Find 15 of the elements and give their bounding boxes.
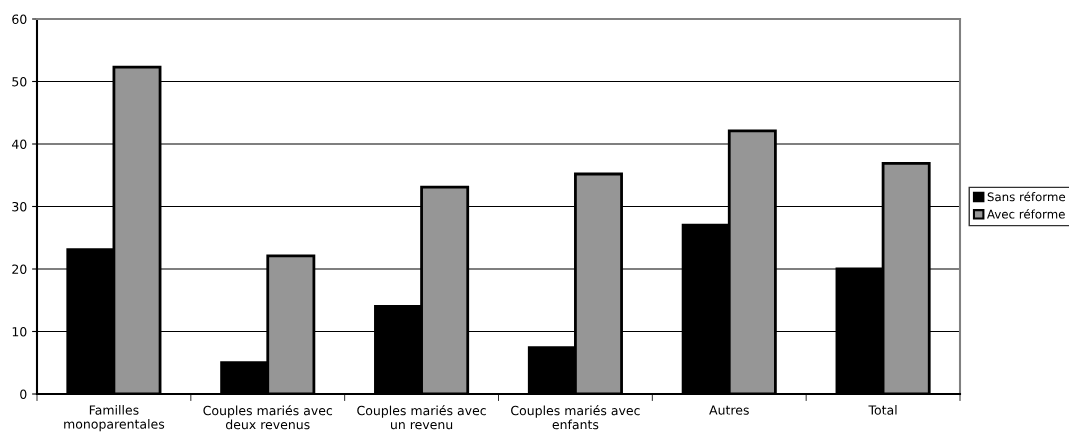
x-tick-label: Couples mariés avec enfants <box>511 405 640 430</box>
y-tick-label: 50 <box>12 76 27 87</box>
y-tick-label: 20 <box>12 264 27 274</box>
x-tick-label: Autres <box>709 405 749 415</box>
legend-label: Sans réforme <box>987 191 1066 202</box>
x-tick-label: Familles monoparentales <box>64 405 165 432</box>
y-tick-label: 40 <box>11 139 27 149</box>
x-tick-label: Couples mariés avec deux revenus <box>203 405 333 430</box>
legend-label: Avec réforme <box>987 208 1065 219</box>
y-tick-label: 10 <box>12 326 27 337</box>
y-tick-label: 0 <box>20 389 27 399</box>
y-tick-label: 30 <box>12 201 27 212</box>
y-tick-label: 60 <box>12 14 27 24</box>
x-tick-label: Couples mariés avec un revenu <box>357 405 486 430</box>
x-tick-label: Total <box>868 405 897 415</box>
